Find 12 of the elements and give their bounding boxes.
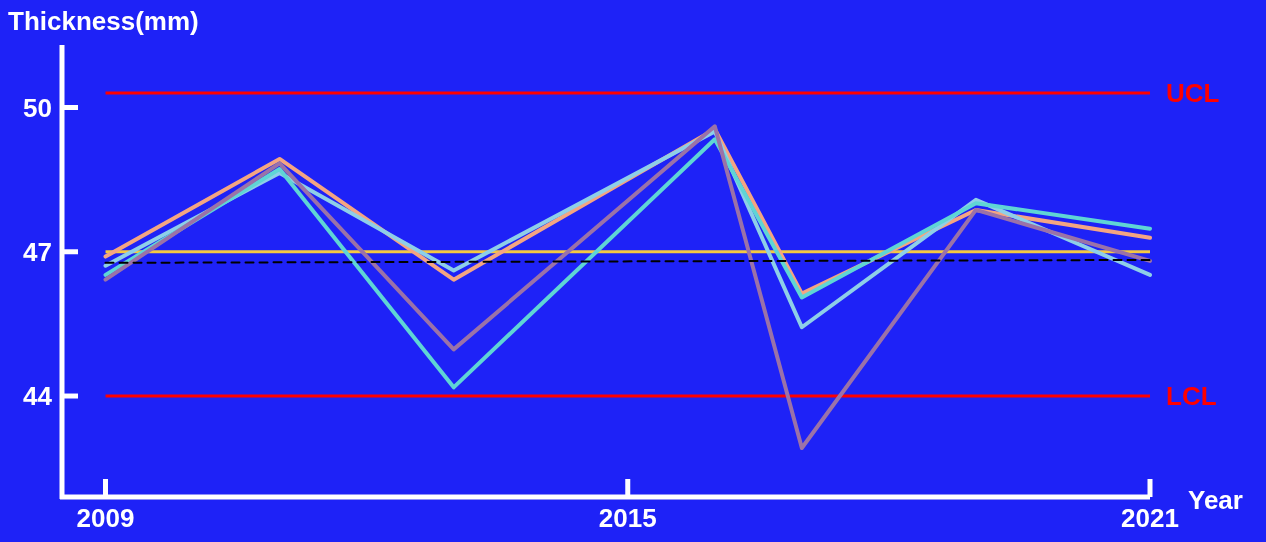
x-tick-label: 2021 — [1121, 503, 1179, 533]
y-axis-title: Thickness(mm) — [8, 6, 199, 36]
x-axis-title: Year — [1188, 485, 1243, 515]
y-tick-label: 44 — [23, 381, 53, 412]
line-series — [103, 124, 1152, 450]
ref-line-label: LCL — [1166, 381, 1217, 412]
ref-line-label: UCL — [1166, 78, 1220, 109]
y-tick-label: 47 — [23, 236, 52, 267]
x-tick-label: 2009 — [76, 503, 135, 533]
line-series — [103, 137, 1152, 390]
x-tick-label: 2015 — [598, 503, 657, 533]
y-tick-label: 50 — [23, 92, 52, 123]
